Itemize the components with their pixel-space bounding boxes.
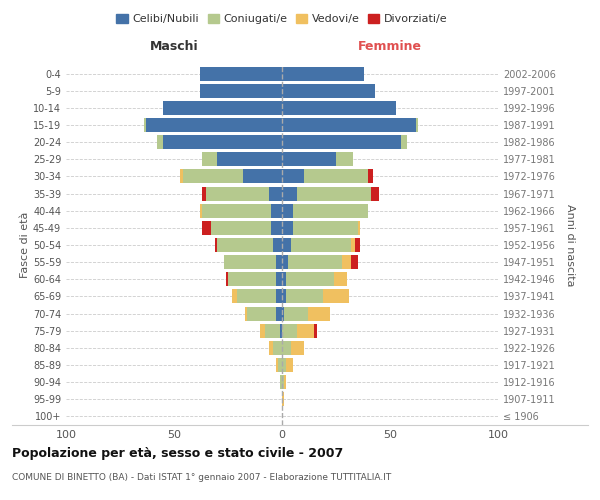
Bar xyxy=(228,272,275,286)
Bar xyxy=(232,290,236,304)
Bar xyxy=(282,152,336,166)
Bar xyxy=(282,101,397,115)
Bar xyxy=(286,290,323,304)
Bar xyxy=(282,221,293,235)
Bar xyxy=(275,255,282,269)
Bar xyxy=(282,238,290,252)
Bar xyxy=(304,170,368,183)
Bar xyxy=(314,324,317,338)
Bar xyxy=(275,358,278,372)
Bar xyxy=(265,324,280,338)
Bar xyxy=(297,324,314,338)
Bar xyxy=(200,204,202,218)
Bar xyxy=(157,135,163,149)
Bar xyxy=(282,84,375,98)
Bar xyxy=(343,255,351,269)
Bar xyxy=(282,392,284,406)
Bar xyxy=(236,290,275,304)
Bar xyxy=(308,306,329,320)
Bar xyxy=(290,238,351,252)
Bar xyxy=(269,186,282,200)
Bar xyxy=(200,84,282,98)
Bar xyxy=(211,221,271,235)
Bar xyxy=(297,186,371,200)
Bar xyxy=(334,272,347,286)
Bar xyxy=(271,221,282,235)
Bar xyxy=(293,204,368,218)
Bar xyxy=(284,375,286,389)
Bar xyxy=(278,358,282,372)
Bar xyxy=(224,255,275,269)
Bar xyxy=(275,272,282,286)
Bar xyxy=(275,290,282,304)
Bar xyxy=(274,238,282,252)
Bar xyxy=(358,221,360,235)
Bar xyxy=(282,306,284,320)
Bar xyxy=(289,255,343,269)
Text: COMUNE DI BINETTO (BA) - Dati ISTAT 1° gennaio 2007 - Elaborazione TUTTITALIA.IT: COMUNE DI BINETTO (BA) - Dati ISTAT 1° g… xyxy=(12,472,391,482)
Text: Femmine: Femmine xyxy=(358,40,422,53)
Bar xyxy=(182,170,243,183)
Bar xyxy=(336,152,353,166)
Bar xyxy=(282,118,416,132)
Bar xyxy=(163,101,282,115)
Bar xyxy=(355,238,360,252)
Bar xyxy=(217,238,274,252)
Bar xyxy=(351,255,358,269)
Bar xyxy=(226,272,228,286)
Bar xyxy=(401,135,407,149)
Bar xyxy=(280,375,282,389)
Y-axis label: Fasce di età: Fasce di età xyxy=(20,212,30,278)
Bar xyxy=(282,290,286,304)
Bar xyxy=(245,306,247,320)
Bar xyxy=(282,375,284,389)
Bar xyxy=(181,170,182,183)
Bar xyxy=(144,118,146,132)
Y-axis label: Anni di nascita: Anni di nascita xyxy=(565,204,575,286)
Bar xyxy=(274,341,282,355)
Bar xyxy=(269,341,274,355)
Bar xyxy=(293,221,358,235)
Bar xyxy=(202,152,217,166)
Bar xyxy=(260,324,265,338)
Bar xyxy=(282,186,297,200)
Bar xyxy=(217,152,282,166)
Bar xyxy=(146,118,282,132)
Bar xyxy=(243,170,282,183)
Bar xyxy=(280,324,282,338)
Bar xyxy=(163,135,282,149)
Bar xyxy=(202,221,211,235)
Bar xyxy=(286,358,293,372)
Bar xyxy=(215,238,217,252)
Bar xyxy=(282,170,304,183)
Bar xyxy=(282,324,297,338)
Bar xyxy=(271,204,282,218)
Text: Popolazione per età, sesso e stato civile - 2007: Popolazione per età, sesso e stato civil… xyxy=(12,448,343,460)
Bar xyxy=(282,66,364,80)
Bar xyxy=(282,255,289,269)
Bar xyxy=(371,186,379,200)
Bar xyxy=(290,341,304,355)
Bar xyxy=(206,186,269,200)
Bar xyxy=(282,358,286,372)
Bar xyxy=(282,272,286,286)
Bar xyxy=(282,135,401,149)
Bar xyxy=(416,118,418,132)
Bar xyxy=(351,238,355,252)
Legend: Celibi/Nubili, Coniugati/e, Vedovi/e, Divorziati/e: Celibi/Nubili, Coniugati/e, Vedovi/e, Di… xyxy=(112,10,452,29)
Bar xyxy=(323,290,349,304)
Bar xyxy=(284,306,308,320)
Bar xyxy=(275,306,282,320)
Bar xyxy=(286,272,334,286)
Bar xyxy=(202,186,206,200)
Bar xyxy=(282,204,293,218)
Text: Maschi: Maschi xyxy=(149,40,199,53)
Bar xyxy=(282,341,290,355)
Bar xyxy=(247,306,275,320)
Bar xyxy=(200,66,282,80)
Bar xyxy=(368,170,373,183)
Bar xyxy=(202,204,271,218)
